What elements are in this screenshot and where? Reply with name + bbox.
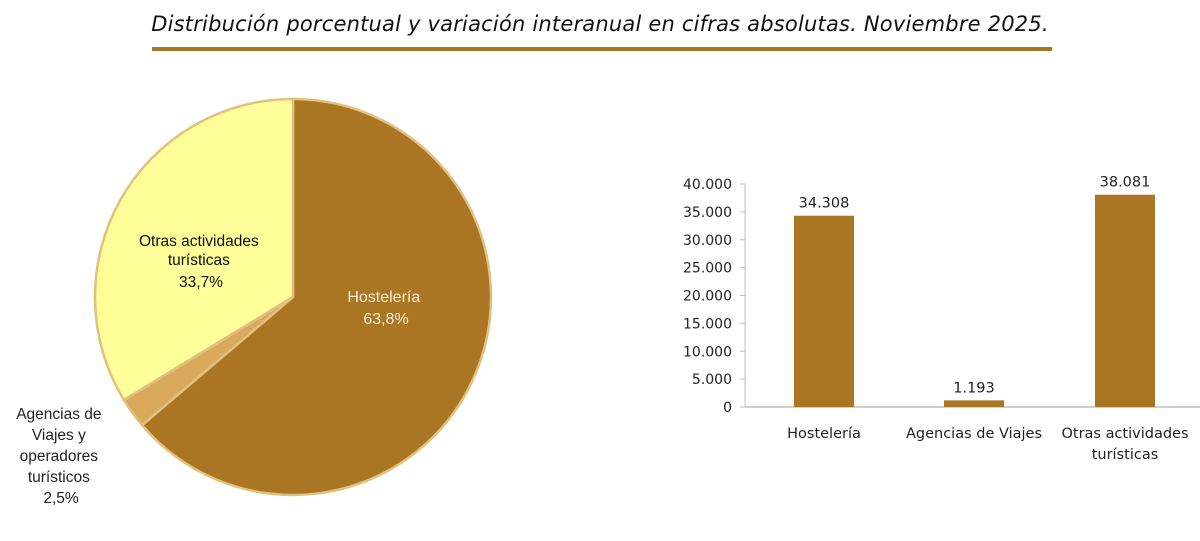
title-underline xyxy=(152,47,1052,51)
y-tick-label: 35.000 xyxy=(683,205,732,221)
y-tick-label: 30.000 xyxy=(683,233,732,249)
y-tick-label: 5.000 xyxy=(692,372,732,388)
pie-chart: Otras actividades turísticas 33,7% Hoste… xyxy=(16,97,493,507)
chart-title: Distribución porcentual y variación inte… xyxy=(151,12,1049,36)
bar-value-label: 1.193 xyxy=(953,380,995,396)
pie-slice-hosteleria xyxy=(140,97,493,497)
y-tick-label: 0 xyxy=(723,400,732,416)
bar xyxy=(944,400,1004,407)
bar xyxy=(1095,194,1155,407)
y-tick-label: 20.000 xyxy=(683,289,732,305)
y-tick-label: 40.000 xyxy=(683,177,732,193)
pie-slices xyxy=(93,97,493,497)
x-category-label: turísticas xyxy=(1092,447,1159,463)
x-category-label: Otras actividades xyxy=(1061,426,1188,442)
y-tick-label: 10.000 xyxy=(683,344,732,360)
bar-value-label: 34.308 xyxy=(799,196,850,212)
pie-label-otras: Otras actividades turísticas 33,7% xyxy=(139,233,263,291)
bar xyxy=(794,215,854,407)
pie-label-hosteleria: Hostelería 63,8% xyxy=(347,289,424,328)
x-category-label: Agencias de Viajes xyxy=(906,426,1042,442)
y-tick-label: 25.000 xyxy=(683,261,732,277)
bar-value-label: 38.081 xyxy=(1100,175,1151,191)
pie-slice-otras xyxy=(93,97,295,402)
y-tick-label: 15.000 xyxy=(683,316,732,332)
bars: 34.308 1.193 38.081 xyxy=(794,175,1155,407)
pie-label-agencias: Agencias de Viajes y operadores turístic… xyxy=(16,406,106,507)
x-category-label: Hostelería xyxy=(787,426,861,442)
x-axis-labels: Hostelería Agencias de Viajes Otras activi… xyxy=(787,426,1188,463)
